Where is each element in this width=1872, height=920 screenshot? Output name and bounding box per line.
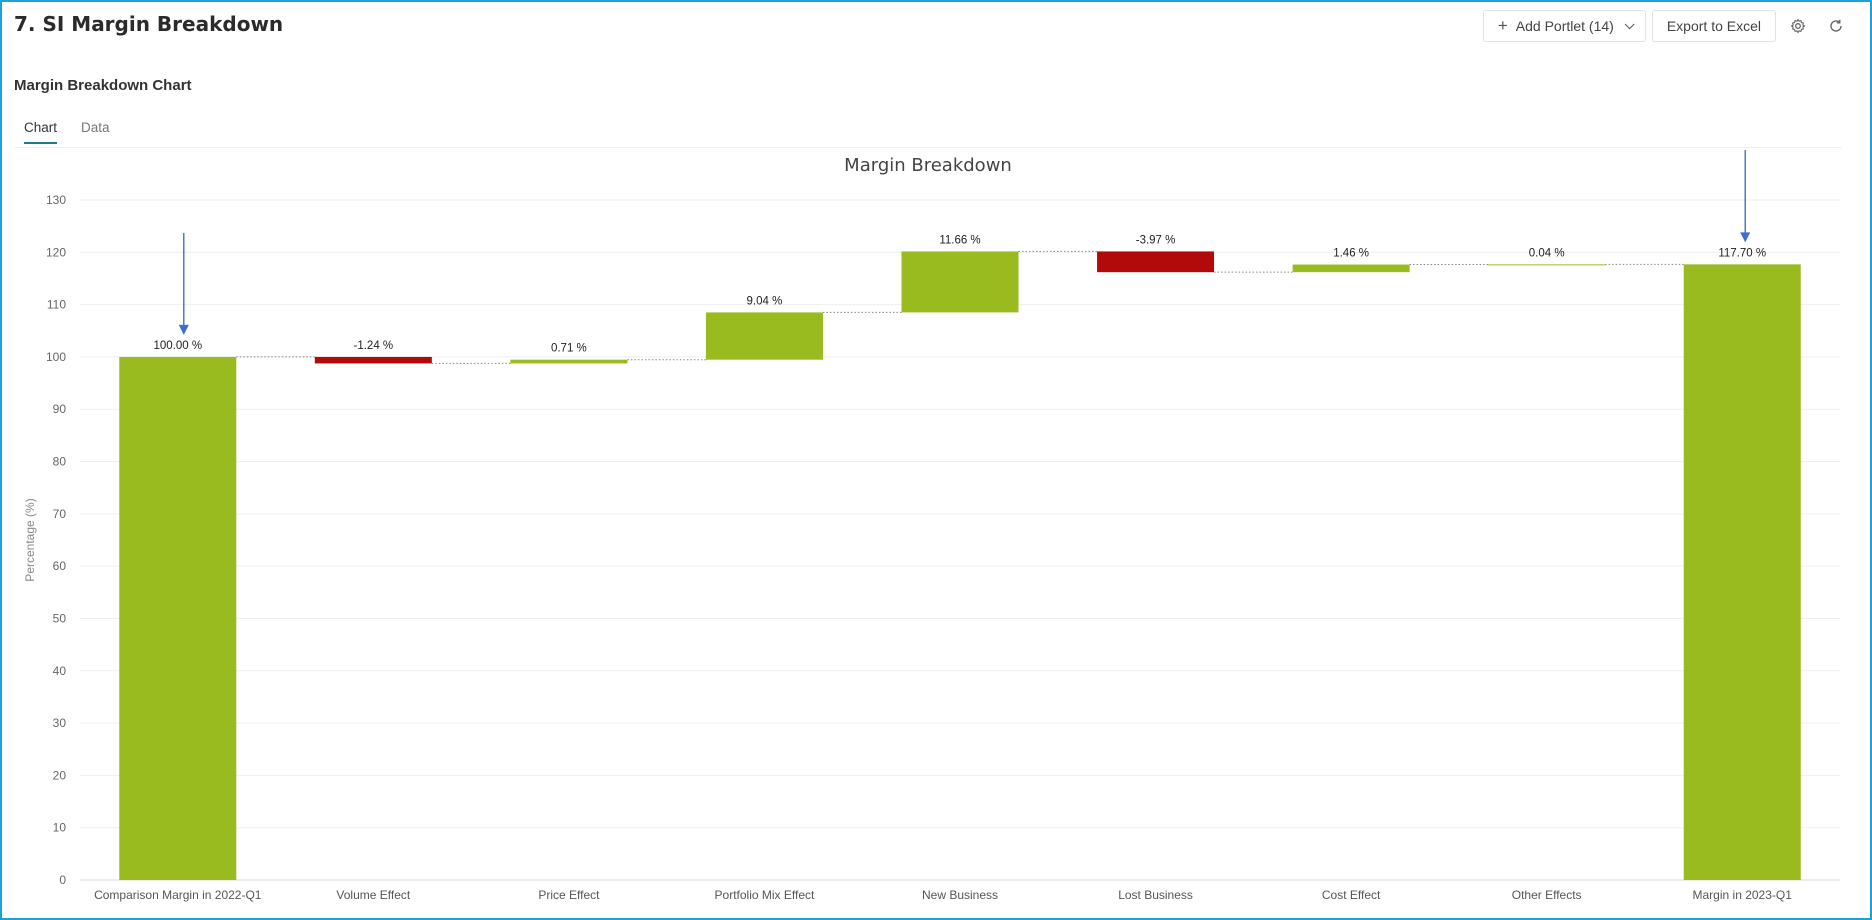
data-label: 117.70 % — [1718, 247, 1766, 259]
add-portlet-button[interactable]: + Add Portlet (14) — [1482, 10, 1646, 42]
refresh-icon — [1830, 19, 1842, 32]
y-tick-label: 20 — [53, 768, 67, 782]
bar — [1488, 264, 1606, 266]
y-tick-label: 110 — [47, 298, 66, 312]
chart-bars — [119, 251, 1801, 880]
bar — [705, 312, 823, 360]
section-title: Margin Breakdown Chart — [14, 77, 192, 94]
data-label: 0.04 % — [1529, 247, 1565, 259]
gear-icon — [1790, 18, 1806, 34]
bar — [1292, 264, 1410, 273]
bar — [119, 356, 237, 880]
y-axis-ticks: 0 10 20 30 40 50 60 70 80 90 100 110 120 130 — [46, 193, 66, 887]
chevron-down-icon — [1624, 18, 1635, 29]
y-tick-label: 70 — [53, 507, 67, 521]
page-title: 7. SI Margin Breakdown — [14, 12, 284, 36]
data-label: 11.66 % — [939, 234, 980, 246]
bar-connectors — [236, 250, 1684, 364]
bar — [1097, 251, 1215, 273]
x-axis-ticks: Comparison Margin in 2022-Q1 Volume Effec… — [94, 888, 1792, 902]
x-tick-label: Comparison Margin in 2022-Q1 — [94, 888, 262, 902]
margin-breakdown-chart: Margin Breakdown 0 10 20 30 40 50 60 70 80 90 100 1… — [23, 150, 1840, 902]
y-tick-label: 80 — [53, 455, 67, 469]
bar — [901, 251, 1019, 313]
y-tick-label: 90 — [53, 402, 67, 416]
y-tick-label: 130 — [46, 193, 66, 207]
annotation-arrows — [178, 150, 1751, 335]
x-tick-label: Volume Effect — [336, 888, 410, 902]
x-tick-label: Lost Business — [1118, 888, 1193, 902]
bar — [1683, 264, 1801, 880]
refresh-button[interactable] — [1820, 10, 1852, 42]
tab-data[interactable]: Data — [81, 120, 110, 135]
export-to-excel-button[interactable]: Export to Excel — [1651, 10, 1776, 42]
y-tick-label: 100 — [46, 350, 66, 364]
y-tick-label: 60 — [53, 559, 67, 573]
data-label: 0.71 % — [551, 343, 587, 355]
plus-icon: + — [1497, 16, 1508, 35]
y-tick-label: 0 — [59, 873, 66, 887]
data-label: 9.04 % — [747, 295, 783, 307]
x-tick-label: Cost Effect — [1322, 888, 1381, 902]
data-label: -1.24 % — [354, 340, 394, 352]
tabs-divider — [14, 147, 1842, 148]
chart-title: Margin Breakdown — [844, 155, 1012, 176]
y-tick-label: 30 — [53, 716, 67, 730]
tab-chart[interactable]: Chart — [24, 120, 58, 144]
y-axis-label: Percentage (%) — [23, 498, 37, 581]
data-label: 1.46 % — [1333, 248, 1369, 260]
y-tick-label: 40 — [53, 664, 67, 678]
annotation-arrow-head — [178, 324, 189, 335]
data-labels: 100.00 % -1.24 % 0.71 % 9.04 % 11.66 % -3.97 … — [153, 234, 1766, 354]
bar — [314, 356, 432, 364]
settings-button[interactable] — [1782, 10, 1814, 42]
y-tick-label: 120 — [46, 245, 66, 259]
x-tick-label: Price Effect — [538, 888, 600, 902]
y-tick-label: 50 — [53, 611, 67, 625]
x-tick-label: Other Effects — [1512, 888, 1582, 902]
toolbar: + Add Portlet (14) Export to Excel — [1482, 10, 1852, 42]
add-portlet-label: Add Portlet (14) — [1515, 18, 1614, 34]
data-label: 100.00 % — [153, 340, 202, 352]
bar — [510, 359, 628, 364]
y-tick-label: 10 — [53, 821, 67, 835]
x-tick-label: New Business — [922, 888, 998, 902]
x-tick-label: Margin in 2023-Q1 — [1693, 888, 1793, 902]
x-tick-label: Portfolio Mix Effect — [715, 888, 815, 902]
annotation-arrow-head — [1740, 232, 1751, 243]
data-label: -3.97 % — [1136, 234, 1176, 246]
view-tabs: Chart Data — [24, 120, 110, 144]
